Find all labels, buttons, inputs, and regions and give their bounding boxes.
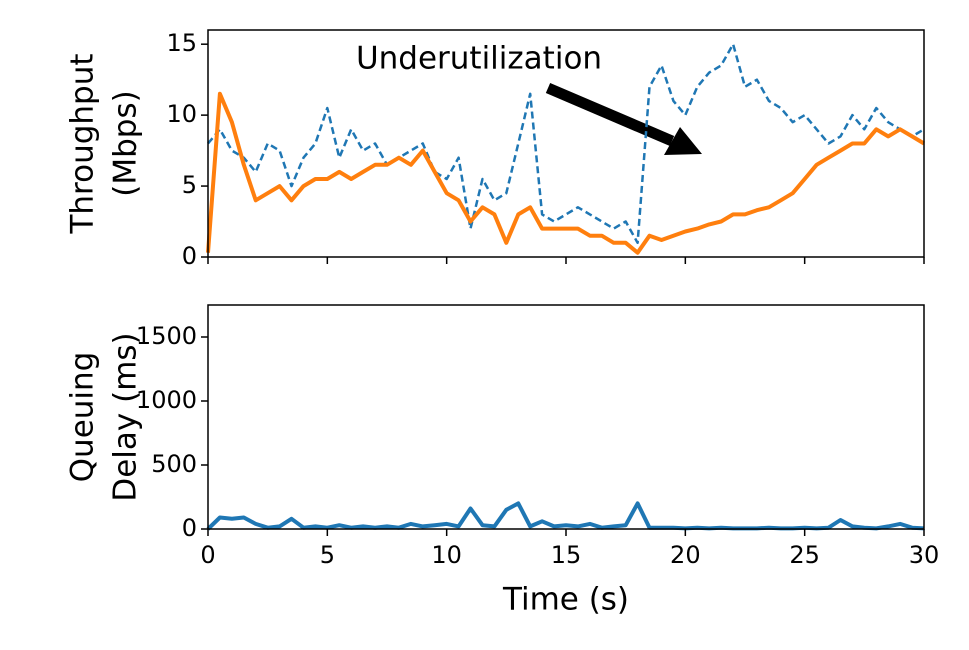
y-tick-label: 5 <box>182 171 197 199</box>
annotation-arrow <box>545 82 675 147</box>
y-tick-label: 500 <box>151 450 197 478</box>
y-axis-label: Throughput <box>65 53 101 234</box>
annotation: Underutilization <box>356 41 602 77</box>
x-tick-label: 10 <box>431 541 462 569</box>
y-axis-label: Queuing <box>65 352 101 483</box>
y-tick-label: 0 <box>182 514 197 542</box>
y-tick-label: 10 <box>166 100 197 128</box>
data-line <box>207 42 925 245</box>
y-tick-label: 0 <box>182 242 197 270</box>
y-tick-label: 1000 <box>136 386 197 414</box>
axes-frame <box>207 304 925 530</box>
x-tick-label: 20 <box>670 541 701 569</box>
x-axis-label: Time (s) <box>502 582 629 618</box>
y-axis-label: (Mbps) <box>108 90 144 196</box>
y-tick-label: 15 <box>166 29 197 57</box>
x-tick-label: 25 <box>789 541 820 569</box>
y-tick-label: 1500 <box>136 322 197 350</box>
x-tick-label: 30 <box>909 541 940 569</box>
x-tick-label: 15 <box>551 541 582 569</box>
annotation-arrow-head <box>664 127 702 155</box>
y-axis-label: Delay (ms) <box>108 332 144 501</box>
data-line <box>206 91 926 255</box>
data-line <box>206 501 925 531</box>
x-tick-label: 5 <box>320 541 335 569</box>
x-tick-label: 0 <box>200 541 215 569</box>
